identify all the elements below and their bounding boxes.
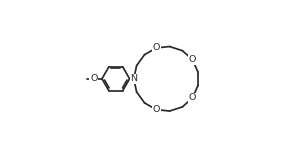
Text: O: O — [90, 74, 98, 83]
Text: O: O — [153, 43, 160, 52]
Text: O: O — [189, 93, 196, 102]
Text: N: N — [130, 74, 137, 83]
Text: O: O — [153, 105, 160, 114]
Text: O: O — [189, 55, 196, 64]
